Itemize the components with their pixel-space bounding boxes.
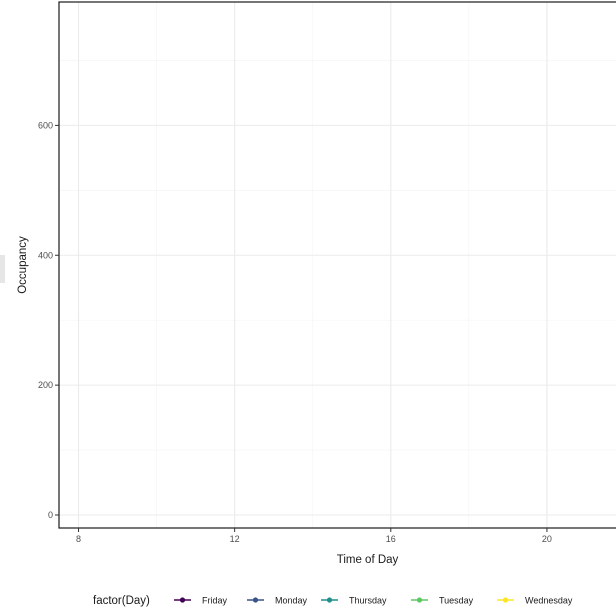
legend-label: Monday (275, 596, 308, 606)
legend-item-thursday: Thursday (321, 596, 387, 606)
minor-gridlines (59, 2, 616, 528)
panel-border (58, 1, 616, 529)
y-axis-title: Occupancy (17, 236, 29, 294)
legend-item-wednesday: Wednesday (497, 596, 573, 606)
legend-key-point (502, 597, 509, 603)
legend-key-point (416, 597, 423, 603)
legend: factor(Day) Friday Monday Thursday Tuesday W… (93, 595, 573, 607)
y-axis: 0 200 400 600 (38, 120, 59, 520)
y-tick-label: 600 (38, 120, 53, 130)
x-tick-label: 8 (76, 534, 81, 544)
major-gridlines (59, 2, 616, 528)
legend-label: Wednesday (525, 596, 573, 606)
x-tick-label: 16 (386, 534, 396, 544)
x-tick-label: 20 (542, 534, 552, 544)
legend-key-point (326, 597, 333, 603)
y-tick-label: 400 (38, 250, 53, 260)
x-axis-title: Time of Day (337, 554, 399, 566)
legend-item-tuesday: Tuesday (411, 596, 474, 606)
y-tick-label: 0 (48, 510, 53, 520)
legend-title: factor(Day) (93, 595, 150, 607)
y-tick-label: 200 (38, 380, 53, 390)
legend-item-friday: Friday (174, 596, 228, 606)
legend-item-monday: Monday (247, 596, 308, 606)
left-edge-artifact (0, 255, 5, 283)
legend-key-point (252, 597, 259, 603)
x-axis: 8 12 16 20 (76, 528, 552, 544)
legend-label: Friday (202, 596, 228, 606)
legend-label: Thursday (349, 596, 387, 606)
legend-key-point (179, 597, 186, 603)
x-tick-label: 12 (230, 534, 240, 544)
legend-label: Tuesday (439, 596, 474, 606)
